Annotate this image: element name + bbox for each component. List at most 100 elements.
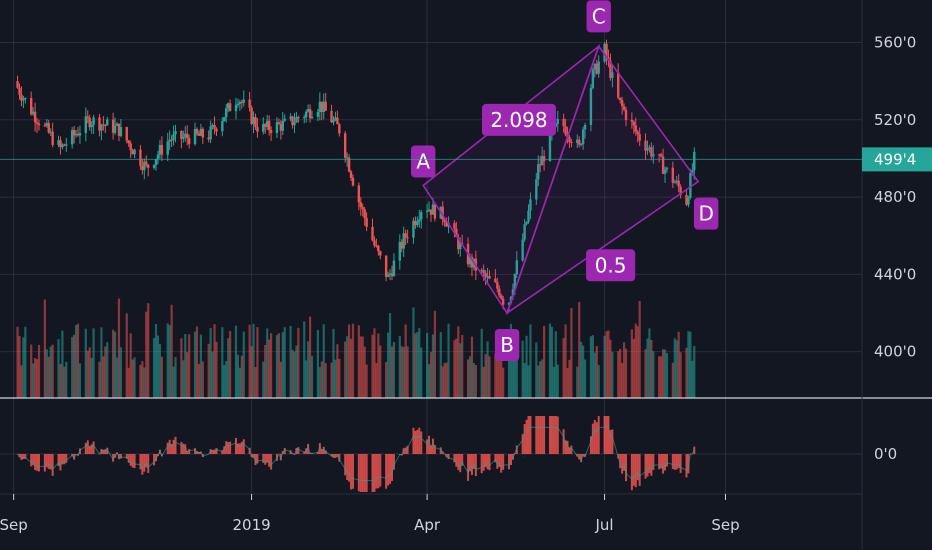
volume-bar [154,323,158,398]
oscillator-bar [147,454,150,473]
volume-bar [297,327,300,398]
candle-body [646,148,649,151]
candle-body [322,101,325,112]
candle-body [269,130,273,133]
candle-body [304,111,308,117]
volume-bar [186,352,189,398]
oscillator-bar [238,443,241,454]
volume-bar [537,365,540,398]
volume-bar [605,331,608,398]
oscillator-bar [390,454,393,481]
volume-bar [570,307,573,398]
candle-body [609,60,612,78]
oscillator-bar [49,454,52,470]
oscillator-bar [338,454,341,462]
volume-bar [589,336,593,398]
volume-bar [658,356,661,398]
candle-body [343,133,347,158]
oscillator-bar [494,454,497,463]
candle-body [443,219,446,223]
volume-bar [439,332,442,398]
oscillator-bar [129,454,132,466]
volume-bar [566,367,569,398]
volume-bar [180,338,183,398]
oscillator-bar [472,454,475,469]
candle-body [578,139,581,145]
candle-body [338,124,341,134]
candle-body [33,111,37,123]
candle-body [106,119,109,126]
candle-body [427,209,431,211]
candle-body [539,164,542,166]
oscillator-bar [515,445,518,454]
candle-body [324,101,327,111]
volume-bar [482,366,485,398]
oscillator-bar [548,416,551,454]
oscillator-bar [141,454,144,475]
candle-body [332,119,335,123]
oscillator-bar [145,454,148,468]
candle-body [283,118,286,121]
volume-bar [351,323,355,398]
oscillator-bar [693,446,696,454]
oscillator-bar [675,454,678,470]
volume-bar [262,361,265,398]
volume-bar [541,359,544,398]
candle-body [537,164,540,180]
volume-bar [213,324,216,398]
volume-bar [248,324,251,398]
volume-bar [71,336,74,398]
volume-bar [207,343,210,398]
candle-body [359,202,362,208]
volume-bar [18,336,21,398]
candle-body [665,167,669,170]
volume-bar [269,333,273,398]
volume-bar [361,336,364,398]
candle-body [279,123,283,131]
candle-body [86,116,89,118]
oscillator-bar [447,454,450,460]
ratio-label-ac-bg [481,103,556,136]
candle-body [209,126,212,140]
volume-bar [385,362,388,398]
candle-body [182,136,185,139]
candle-body [133,149,136,155]
candle-body [193,129,197,145]
volume-bar [665,353,669,398]
candle-body [225,108,228,118]
candle-body [498,288,501,296]
volume-bar [34,357,37,398]
volume-bar [634,323,637,398]
candle-body [630,119,634,122]
candle-body [180,130,183,139]
candle-body [154,159,158,165]
candle-body [429,209,433,215]
volume-bar [16,326,19,398]
volume-bar [156,335,160,398]
oscillator-bar [102,449,105,454]
pattern-label-d-bg [693,197,719,230]
oscillator-bar [566,440,569,454]
oscillator-bar [266,454,269,463]
oscillator-bar [496,454,499,469]
candle-body [597,61,600,74]
volume-bar [468,356,472,398]
candle-body [51,131,54,145]
oscillator-bar [482,454,485,471]
volume-bar [607,330,610,398]
abcd-pattern[interactable]: A B C D 2.098 0.5 [410,0,719,361]
volume-bar [92,328,95,398]
oscillator-bar [660,454,663,469]
volume-bar [543,325,546,398]
candle-body [174,130,177,135]
volume-bar [636,326,639,398]
candle-body [199,128,203,136]
candle-body [593,63,597,70]
candle-body [127,140,130,144]
candle-body [275,122,279,133]
volume-bar [420,347,423,398]
volume-bar [375,363,378,398]
volume-bar [359,336,362,398]
oscillator-bar [371,454,374,492]
